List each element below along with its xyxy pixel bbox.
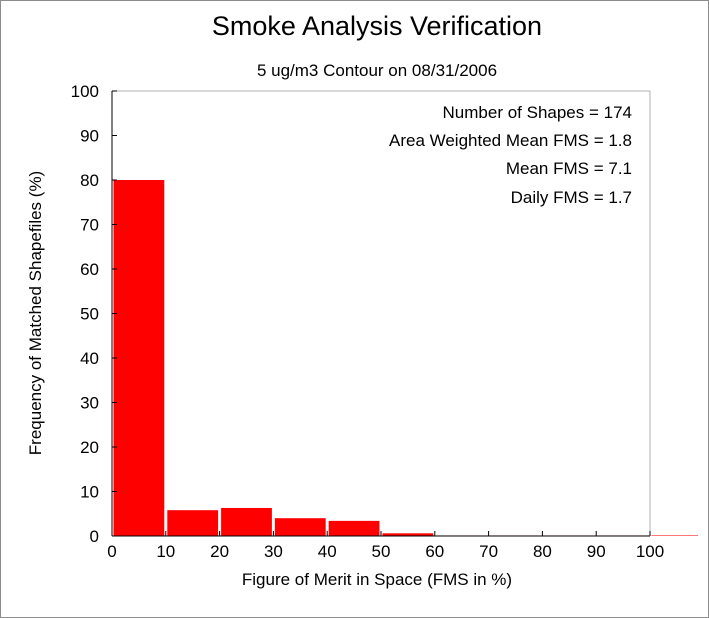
- x-tick-label: 0: [107, 542, 116, 561]
- x-tick-label: 60: [425, 542, 444, 561]
- x-tick-label: 50: [372, 542, 391, 561]
- x-tick-label: 30: [264, 542, 283, 561]
- x-tick-label: 40: [318, 542, 337, 561]
- y-tick-label: 90: [80, 127, 99, 146]
- stat-mean-fms: Mean FMS = 7.1: [506, 159, 632, 178]
- y-tick-label: 40: [80, 349, 99, 368]
- histogram-bar: [113, 180, 165, 536]
- chart-subtitle: 5 ug/m3 Contour on 08/31/2006: [257, 61, 497, 80]
- x-tick-label: 20: [210, 542, 229, 561]
- stat-area-weighted-mean-fms: Area Weighted Mean FMS = 1.8: [389, 131, 632, 150]
- plot-area: 0 10 20 30 40 50 60 70 80 90 100 0 10 20 30 40 50 60 70 80 9…: [71, 82, 698, 561]
- x-tick-label: 80: [533, 542, 552, 561]
- histogram-bar: [328, 520, 380, 536]
- y-tick-label: 70: [80, 216, 99, 235]
- y-tick-label: 10: [80, 483, 99, 502]
- y-tick-label: 50: [80, 305, 99, 324]
- y-tick-label: 20: [80, 438, 99, 457]
- y-tick-label: 0: [90, 527, 99, 546]
- y-tick-label: 30: [80, 394, 99, 413]
- y-tick-label: 80: [80, 171, 99, 190]
- x-tick-label: 90: [587, 542, 606, 561]
- histogram-bar: [167, 510, 219, 536]
- histogram-bar: [274, 518, 326, 536]
- x-axis-label: Figure of Merit in Space (FMS in %): [242, 570, 512, 589]
- stat-daily-fms: Daily FMS = 1.7: [511, 188, 632, 207]
- y-tick-label: 100: [71, 82, 99, 101]
- y-axis-label: Frequency of Matched Shapefiles (%): [26, 171, 45, 455]
- histogram-bar: [221, 507, 272, 536]
- x-tick-label: 10: [156, 542, 175, 561]
- stat-number-of-shapes: Number of Shapes = 174: [443, 103, 632, 122]
- chart-title: Smoke Analysis Verification: [212, 11, 542, 41]
- x-tick-label: 100: [636, 542, 664, 561]
- histogram-bar: [651, 535, 698, 536]
- x-tick-label: 70: [479, 542, 498, 561]
- histogram-bar: [382, 533, 434, 536]
- y-tick-label: 60: [80, 260, 99, 279]
